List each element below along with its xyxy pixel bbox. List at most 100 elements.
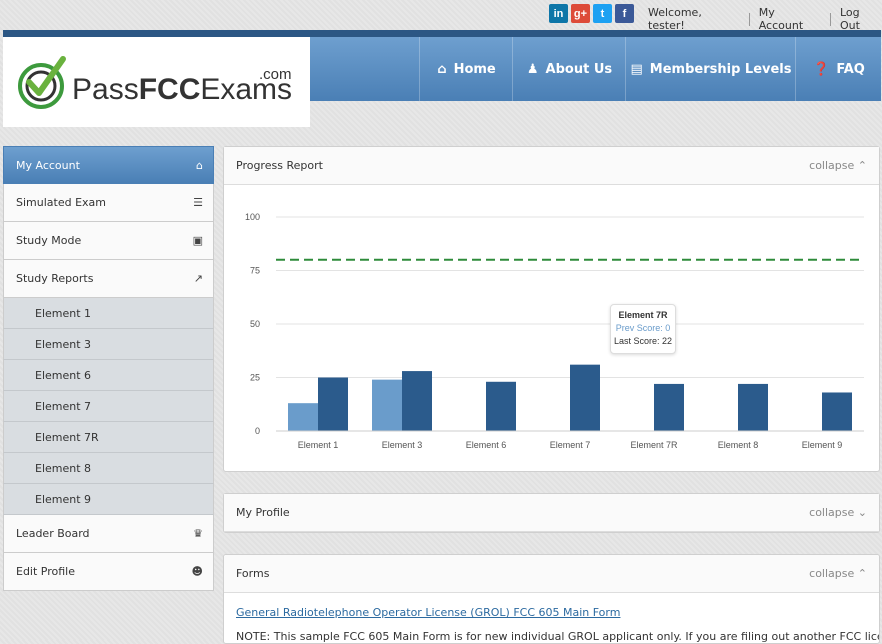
nav-about-label: About Us <box>545 61 613 77</box>
my-account-link[interactable]: My Account <box>758 6 804 32</box>
sidebar-subitem-element-7[interactable]: Element 7 <box>3 391 214 422</box>
panel-title: My Profile <box>236 506 290 519</box>
home-icon: ⌂ <box>196 158 203 172</box>
logo-com: .com <box>259 66 292 83</box>
sidebar-subitem-element-6[interactable]: Element 6 <box>3 360 214 391</box>
social-links: in g+ t f <box>549 4 634 23</box>
tooltip-title: Element 7R <box>618 310 668 320</box>
collapse-toggle[interactable]: collapse ⌄ <box>809 506 867 519</box>
panel-title: Progress Report <box>236 159 323 172</box>
users-icon: ♟ <box>526 61 539 77</box>
x-tick-label: Element 8 <box>718 440 759 450</box>
sidebar-item-leader-board[interactable]: Leader Board ♛ <box>3 515 214 553</box>
help-icon: ❓ <box>813 61 830 77</box>
divider <box>748 12 750 26</box>
check-icon <box>26 56 66 96</box>
top-nav: Welcome, tester! My Account Log Out <box>648 6 882 32</box>
nav-membership-label: Membership Levels <box>649 61 792 77</box>
header-accent-line <box>3 30 881 37</box>
sidebar-subitem-element-1[interactable]: Element 1 <box>3 298 214 329</box>
line-chart-icon: ↗ <box>193 272 203 285</box>
sidebar-item-label: Leader Board <box>16 527 90 540</box>
trophy-icon: ♛ <box>193 527 203 540</box>
progress-report-panel: Progress Report collapse ⌃ 0 25 50 75 100 Ele… <box>223 146 880 472</box>
panel-header: Progress Report collapse ⌃ <box>224 147 879 185</box>
sidebar-subitem-element-3[interactable]: Element 3 <box>3 329 214 360</box>
google-plus-icon[interactable]: g+ <box>571 4 590 23</box>
collapse-label: collapse <box>809 506 855 519</box>
logo-graphic: PassFCCExams .com <box>18 56 292 109</box>
divider <box>830 12 831 26</box>
collapse-toggle[interactable]: collapse ⌃ <box>809 159 867 172</box>
main-navbar: ⌂ Home ♟ About Us ▤ Membership Levels ❓ … <box>310 37 881 101</box>
y-tick-label: 75 <box>250 266 260 276</box>
bar-prev-score[interactable] <box>372 379 402 431</box>
forms-panel: Forms collapse ⌃ General Radiotelephone … <box>223 554 880 644</box>
x-tick-label: Element 7R <box>630 440 678 450</box>
my-profile-panel: My Profile collapse ⌄ <box>223 493 880 533</box>
id-card-icon: ▤ <box>630 61 643 77</box>
sidebar-item-simulated-exam[interactable]: Simulated Exam ☰ <box>3 184 214 222</box>
logo-ring <box>18 63 64 109</box>
user-icon: ☻ <box>191 565 203 578</box>
bar-prev-score[interactable] <box>288 403 318 431</box>
facebook-icon[interactable]: f <box>615 4 634 23</box>
sidebar-item-label: My Account <box>16 158 80 172</box>
x-tick-label: Element 1 <box>298 440 339 450</box>
nav-home-label: Home <box>453 61 496 77</box>
nav-membership-levels[interactable]: ▤ Membership Levels <box>625 37 796 101</box>
book-icon: ▣ <box>192 234 203 247</box>
welcome-text: Welcome, tester! <box>648 6 702 32</box>
twitter-icon[interactable]: t <box>593 4 612 23</box>
panel-title: Forms <box>236 567 270 580</box>
x-tick-label: Element 7 <box>550 440 591 450</box>
bar-last-score[interactable] <box>570 364 600 431</box>
site-logo[interactable]: PassFCCExams .com <box>3 37 310 127</box>
y-tick-label: 100 <box>245 212 260 222</box>
nav-faq[interactable]: ❓ FAQ <box>795 37 882 101</box>
nav-about-us[interactable]: ♟ About Us <box>512 37 626 101</box>
sidebar-item-edit-profile[interactable]: Edit Profile ☻ <box>3 553 214 591</box>
chart-tooltip: Element 7R Prev Score: 0 Last Score: 22 <box>610 304 676 354</box>
panel-header: My Profile collapse ⌄ <box>224 494 879 532</box>
sidebar-subitem-element-9[interactable]: Element 9 <box>3 484 214 515</box>
bar-last-score[interactable] <box>486 381 516 431</box>
x-tick-label: Element 3 <box>382 440 423 450</box>
bar-last-score[interactable] <box>822 392 852 431</box>
y-tick-label: 50 <box>250 319 260 329</box>
collapse-label: collapse <box>809 159 855 172</box>
y-tick-label: 25 <box>250 373 260 383</box>
bar-last-score[interactable] <box>402 371 432 431</box>
chevron-up-icon: ⌃ <box>857 567 867 580</box>
grol-form-link[interactable]: General Radiotelephone Operator License … <box>236 606 621 619</box>
sidebar-item-my-account[interactable]: My Account ⌂ <box>3 146 214 184</box>
collapse-toggle[interactable]: collapse ⌃ <box>809 567 867 580</box>
forms-note: NOTE: This sample FCC 605 Main Form is f… <box>236 630 880 643</box>
y-tick-label: 0 <box>255 426 260 436</box>
list-icon: ☰ <box>193 196 203 209</box>
sidebar-subitem-element-7r[interactable]: Element 7R <box>3 422 214 453</box>
logout-link[interactable]: Log Out <box>839 6 860 32</box>
bar-last-score[interactable] <box>738 383 768 431</box>
sidebar-item-study-mode[interactable]: Study Mode ▣ <box>3 222 214 260</box>
logo-inner-ring <box>25 70 57 102</box>
sidebar: My Account ⌂ Simulated Exam ☰ Study Mode… <box>3 146 214 591</box>
nav-home[interactable]: ⌂ Home <box>419 37 513 101</box>
bar-last-score[interactable] <box>654 383 684 431</box>
sidebar-item-label: Simulated Exam <box>16 196 106 209</box>
home-icon: ⌂ <box>437 61 447 77</box>
x-tick-label: Element 6 <box>466 440 507 450</box>
logo-text: PassFCCExams <box>72 73 292 106</box>
linkedin-icon[interactable]: in <box>549 4 568 23</box>
progress-chart: 0 25 50 75 100 Element 1 Element 3 Element 6 Ele… <box>245 212 864 450</box>
sidebar-item-study-reports[interactable]: Study Reports ↗ <box>3 260 214 298</box>
chevron-down-icon: ⌄ <box>857 506 867 519</box>
collapse-label: collapse <box>809 567 855 580</box>
panel-header: Forms collapse ⌃ <box>224 555 879 593</box>
sidebar-subitem-element-8[interactable]: Element 8 <box>3 453 214 484</box>
nav-faq-label: FAQ <box>836 61 865 77</box>
x-tick-label: Element 9 <box>802 440 843 450</box>
sidebar-item-label: Edit Profile <box>16 565 76 578</box>
bar-last-score[interactable] <box>318 377 348 432</box>
chevron-up-icon: ⌃ <box>857 159 867 172</box>
